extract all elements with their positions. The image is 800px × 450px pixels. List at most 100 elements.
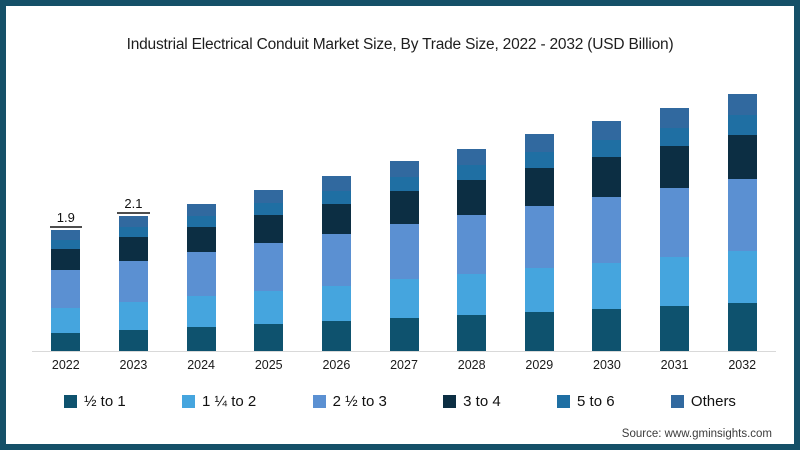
bar-segment bbox=[524, 205, 554, 268]
stacked-bar bbox=[51, 230, 81, 351]
legend-item: Others bbox=[670, 393, 736, 410]
bar-segment bbox=[660, 145, 690, 188]
bar-column: 2.1 bbox=[100, 88, 168, 351]
bar-column bbox=[438, 88, 506, 351]
bar-segment bbox=[457, 314, 487, 351]
legend: ½ to 1 1 ¼ to 2 2 ½ to 3 3 to 4 5 to 6 Others bbox=[64, 393, 736, 410]
bar-segment bbox=[524, 267, 554, 312]
bar-segment bbox=[592, 121, 622, 141]
bar-segment bbox=[524, 311, 554, 351]
bar-segment bbox=[660, 305, 690, 351]
bar-segment bbox=[727, 134, 757, 179]
plot-area: 1.9 2.1 bbox=[32, 88, 776, 352]
x-axis-label: 2029 bbox=[525, 358, 554, 372]
bar-segment bbox=[254, 189, 284, 204]
bar-segment bbox=[186, 215, 216, 227]
bar-segment bbox=[321, 176, 351, 192]
legend-swatch bbox=[670, 395, 684, 408]
bar-segment bbox=[51, 249, 81, 271]
bar-segment bbox=[727, 251, 757, 303]
bar-segment bbox=[118, 302, 148, 330]
source-text: Source: www.gminsights.com bbox=[621, 428, 772, 440]
stacked-bar bbox=[727, 94, 757, 351]
bar-segment bbox=[51, 270, 81, 308]
stacked-bar bbox=[254, 189, 284, 351]
bar-segment bbox=[186, 203, 216, 216]
legend-item: 2 ½ to 3 bbox=[312, 393, 387, 410]
x-axis-label: 2025 bbox=[254, 358, 283, 372]
bar-segment bbox=[389, 279, 419, 318]
x-axis: 2022 2023 2024 2025 2026 2027 2028 2029 2030 2031… bbox=[32, 358, 776, 372]
bar-segment bbox=[457, 180, 487, 216]
bar-segment bbox=[186, 296, 216, 327]
stacked-bar bbox=[186, 203, 216, 351]
bar-segment bbox=[321, 321, 351, 351]
x-axis-label: 2022 bbox=[51, 358, 80, 372]
legend-label: 3 to 4 bbox=[463, 393, 501, 410]
x-axis-label: 2032 bbox=[728, 358, 757, 372]
bar-segment bbox=[457, 273, 487, 315]
legend-item: ½ to 1 bbox=[64, 393, 126, 410]
bar-segment bbox=[389, 318, 419, 351]
bar-segment bbox=[389, 224, 419, 280]
bar-segment bbox=[254, 324, 284, 351]
x-axis-label: 2030 bbox=[593, 358, 621, 372]
x-axis-label: 2026 bbox=[322, 358, 351, 372]
bar-segment bbox=[727, 94, 757, 116]
stacked-bar bbox=[321, 176, 351, 351]
bar-segment bbox=[660, 187, 690, 258]
bar-segment bbox=[321, 191, 351, 204]
stacked-bar bbox=[524, 134, 554, 351]
stacked-bar bbox=[457, 148, 487, 351]
bar-segment bbox=[727, 302, 757, 351]
bar-column bbox=[167, 88, 235, 351]
bar-segment bbox=[254, 203, 284, 216]
bar-segment bbox=[524, 168, 554, 206]
bar-segment bbox=[186, 326, 216, 351]
bar-column: 1.9 bbox=[32, 88, 100, 351]
x-axis-label: 2028 bbox=[457, 358, 486, 372]
bar-segment bbox=[321, 285, 351, 322]
bar-segment bbox=[660, 257, 690, 306]
bar-segment bbox=[51, 307, 81, 334]
bar-segment bbox=[118, 330, 148, 351]
x-axis-label: 2024 bbox=[187, 358, 215, 372]
legend-item: 3 to 4 bbox=[443, 393, 501, 410]
bar-segment bbox=[524, 134, 554, 153]
legend-label: 5 to 6 bbox=[577, 393, 615, 410]
bar-segment bbox=[254, 243, 284, 292]
bar-column bbox=[573, 88, 641, 351]
legend-swatch bbox=[64, 395, 77, 408]
bar-segment bbox=[389, 191, 419, 225]
bar-segment bbox=[592, 197, 622, 263]
bar-segment bbox=[592, 157, 622, 198]
bar-segment bbox=[186, 252, 216, 297]
legend-item: 5 to 6 bbox=[557, 393, 615, 410]
bar-segment bbox=[727, 115, 757, 135]
bar-segment bbox=[321, 203, 351, 235]
bar-segment bbox=[660, 108, 690, 129]
bar-segment bbox=[118, 227, 148, 238]
legend-label: Others bbox=[690, 393, 736, 410]
bar-segment bbox=[592, 140, 622, 158]
bar-value-label: 1.9 bbox=[49, 210, 82, 229]
bar-segment bbox=[51, 333, 81, 351]
bar-segment bbox=[51, 230, 81, 241]
x-axis-label: 2031 bbox=[660, 358, 689, 372]
bar-segment bbox=[457, 215, 487, 274]
bar-segment bbox=[660, 128, 690, 146]
legend-swatch bbox=[182, 395, 196, 408]
stacked-bar bbox=[660, 108, 690, 351]
bar-column bbox=[303, 88, 371, 351]
legend-label: 2 ½ to 3 bbox=[332, 393, 387, 410]
bar-segment bbox=[254, 291, 284, 325]
bar-column bbox=[370, 88, 438, 351]
x-axis-label: 2023 bbox=[119, 358, 148, 372]
bar-segment bbox=[51, 240, 81, 250]
legend-swatch bbox=[312, 395, 326, 408]
bar-segment bbox=[524, 152, 554, 169]
bar-segment bbox=[254, 215, 284, 244]
bar-column bbox=[505, 88, 573, 351]
bar-segment bbox=[457, 148, 487, 166]
